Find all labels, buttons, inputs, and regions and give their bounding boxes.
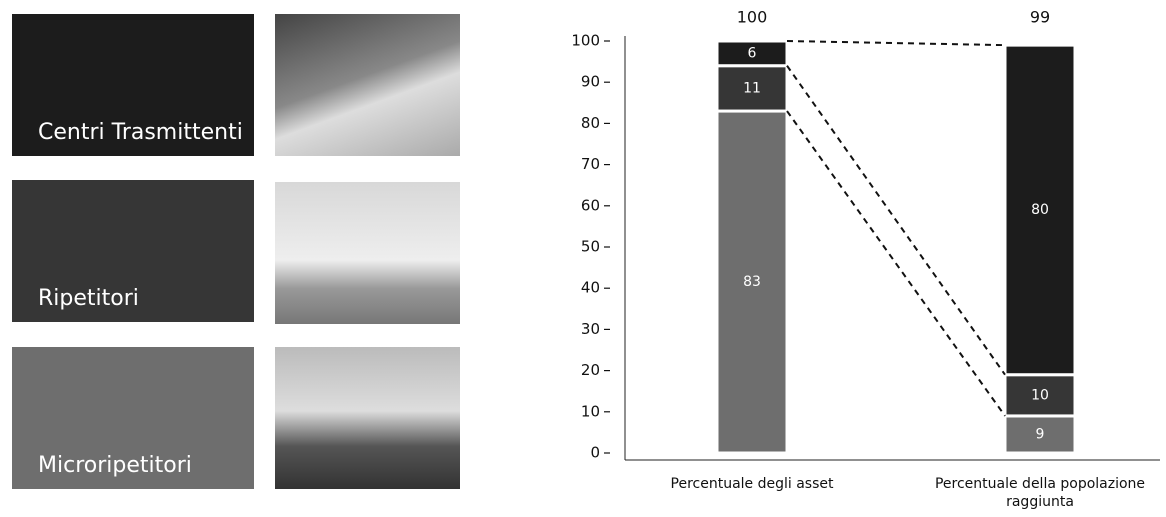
bar-segment	[1003, 373, 1077, 418]
photo-microrepeater	[275, 347, 460, 489]
legend-panel: Centri Trasmittenti	[12, 14, 254, 156]
legend-panel: Microripetitori	[12, 347, 254, 489]
photo-repeater	[275, 182, 460, 324]
connector	[786, 110, 1006, 417]
value-label: 83	[743, 274, 761, 290]
legend-panel: Ripetitori	[12, 180, 254, 322]
x-tick-label: Percentuale degli asset	[670, 476, 834, 492]
x-tick-label: Percentuale della popolazione raggiunta	[934, 476, 1146, 510]
total-label: 100	[737, 8, 768, 27]
bar-segment	[715, 109, 789, 455]
photo-transmitter	[275, 14, 460, 156]
bar-segment	[1003, 43, 1077, 377]
y-tick-label: 30	[581, 320, 600, 338]
y-tick-label: 90	[581, 73, 600, 91]
value-label: 9	[1036, 426, 1045, 442]
y-tick-label: 50	[581, 238, 600, 256]
y-tick-label: 0	[590, 444, 600, 462]
y-tick-label: 80	[581, 114, 600, 132]
total-label: 99	[1030, 8, 1050, 27]
connector	[786, 40, 1006, 47]
y-tick-label: 70	[581, 155, 600, 173]
y-tick-label: 10	[581, 402, 600, 420]
value-label: 80	[1031, 202, 1049, 218]
y-tick-label: 60	[581, 196, 600, 214]
bar-segment	[715, 64, 789, 113]
value-label: 6	[748, 45, 757, 61]
value-label: 11	[743, 80, 761, 96]
connector	[786, 65, 1006, 376]
y-tick-label: 20	[581, 361, 600, 379]
bar-segment	[715, 39, 789, 68]
y-tick-label: 100	[571, 32, 600, 50]
y-tick-label: 40	[581, 279, 600, 297]
value-label: 10	[1031, 387, 1049, 403]
